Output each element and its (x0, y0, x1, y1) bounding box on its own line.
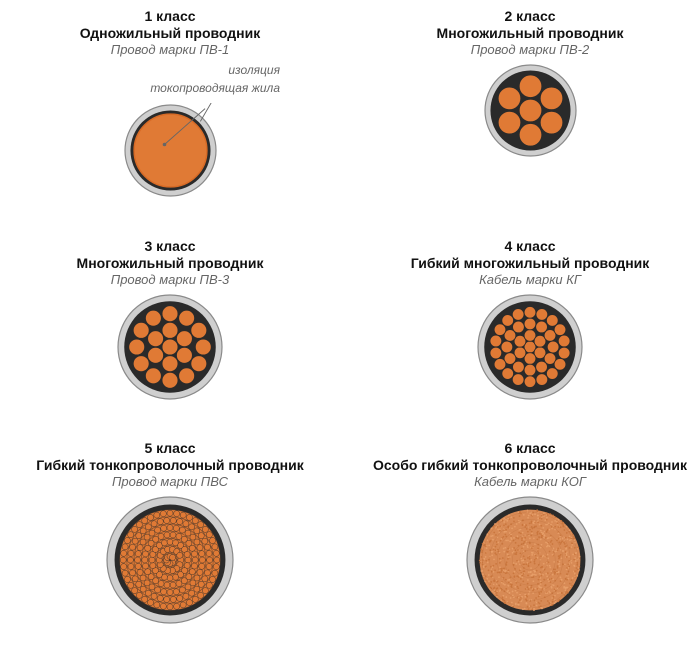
cable-model: Провод марки ПВ-2 (471, 42, 589, 57)
cable-class-3: 3 классМногожильный проводникПровод марк… (10, 238, 330, 423)
class-label: 1 класс (144, 8, 195, 24)
cable-class-5: 5 классГибкий тонкопроволочный проводник… (10, 440, 330, 647)
cable-cross-section-icon (476, 293, 584, 401)
cable-model: Кабель марки КОГ (474, 474, 586, 489)
cable-cross-section-icon (483, 63, 578, 158)
cable-model: Провод марки ПВС (112, 474, 228, 489)
cable-cross-section-icon (465, 495, 595, 625)
cable-cross-section-icon (123, 103, 218, 198)
class-description: Гибкий тонкопроволочный проводник (36, 457, 303, 473)
cable-model: Кабель марки КГ (479, 272, 581, 287)
class-description: Многожильный проводник (77, 255, 264, 271)
class-label: 2 класс (504, 8, 555, 24)
cable-model: Провод марки ПВ-1 (111, 42, 229, 57)
cable-diagram (476, 293, 584, 401)
class-label: 4 класс (504, 238, 555, 254)
class-description: Многожильный проводник (437, 25, 624, 41)
cable-model: Провод марки ПВ-3 (111, 272, 229, 287)
annotation-conductor: токопроводящая жила (150, 81, 280, 95)
class-label: 5 класс (144, 440, 195, 456)
cable-diagram (105, 495, 235, 625)
class-description: Особо гибкий тонкопроволочный проводник (373, 457, 687, 473)
cable-class-2: 2 классМногожильный проводникПровод марк… (370, 8, 690, 220)
class-label: 6 класс (504, 440, 555, 456)
annotation-insulation: изоляция (228, 63, 280, 77)
cable-class-4: 4 классГибкий многожильный проводникКабе… (370, 238, 690, 423)
cable-diagram (483, 63, 578, 158)
cable-diagram (465, 495, 595, 625)
class-description: Одножильный проводник (80, 25, 261, 41)
cable-cross-section-icon (116, 293, 224, 401)
cable-class-6: 6 классОсобо гибкий тонкопроволочный про… (370, 440, 690, 647)
cable-diagram: изоляция токопроводящая жила (50, 63, 290, 198)
class-label: 3 класс (144, 238, 195, 254)
cable-cross-section-icon (105, 495, 235, 625)
cable-diagram (116, 293, 224, 401)
cable-class-1: 1 классОдножильный проводникПровод марки… (10, 8, 330, 220)
class-description: Гибкий многожильный проводник (411, 255, 650, 271)
